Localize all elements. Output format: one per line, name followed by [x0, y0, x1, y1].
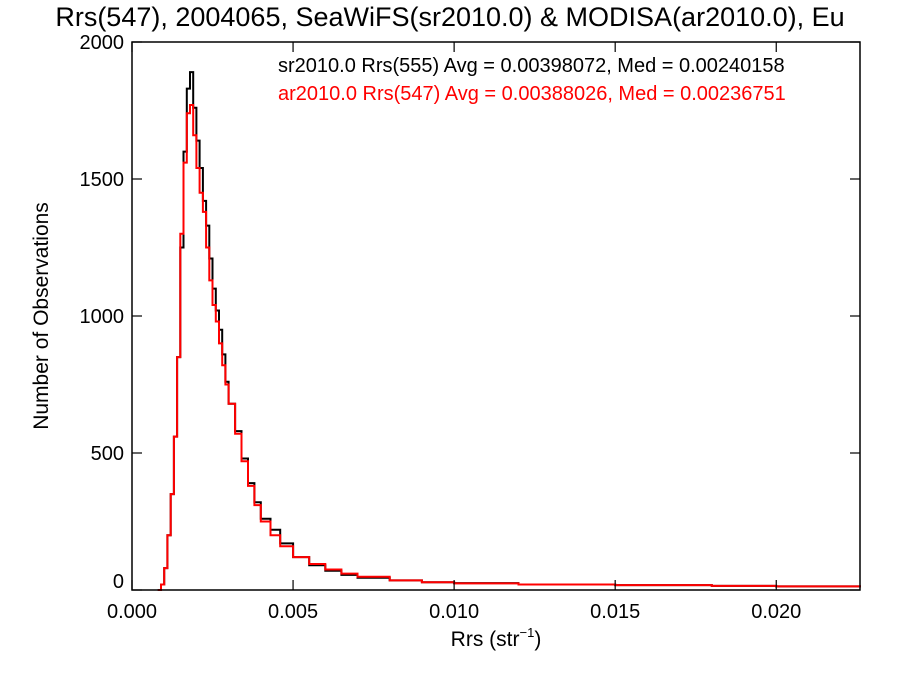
series-layer — [157, 71, 861, 591]
x-tick-label: 0.000 — [107, 601, 157, 623]
y-tick-label: 500 — [91, 443, 124, 465]
legend-entry-series-1: sr2010.0 Rrs(555) Avg = 0.00398072, Med … — [278, 55, 785, 77]
x-tick-label: 0.005 — [268, 601, 318, 623]
x-axis-label-main: Rrs (str — [451, 628, 520, 651]
x-tick-label: 0.015 — [590, 601, 640, 623]
y-tick-label: 2000 — [80, 32, 125, 54]
legend-entry-series-2: ar2010.0 Rrs(547) Avg = 0.00388026, Med … — [278, 83, 786, 105]
x-tick-label: 0.020 — [751, 601, 801, 623]
series-line-1 — [157, 71, 861, 591]
chart-title: Rrs(547), 2004065, SeaWiFS(sr2010.0) & M… — [55, 2, 845, 32]
y-tick-label: 1500 — [80, 169, 125, 191]
series-line-2 — [157, 104, 861, 591]
y-tick-label: 1000 — [80, 306, 125, 328]
x-tick-label: 0.010 — [429, 601, 479, 623]
y-axis-label: Number of Observations — [30, 202, 53, 430]
y-axis: 0 500 1000 1500 2000 — [80, 32, 860, 593]
x-axis-label-end: ) — [534, 628, 541, 651]
x-axis-label-superscript: −1 — [520, 625, 535, 640]
x-axis-label: Rrs (str−1) — [451, 625, 542, 651]
y-tick-label: 0 — [113, 571, 124, 593]
plot-frame — [131, 41, 861, 591]
x-axis: 0.000 0.005 0.010 0.015 0.020 — [107, 42, 801, 623]
